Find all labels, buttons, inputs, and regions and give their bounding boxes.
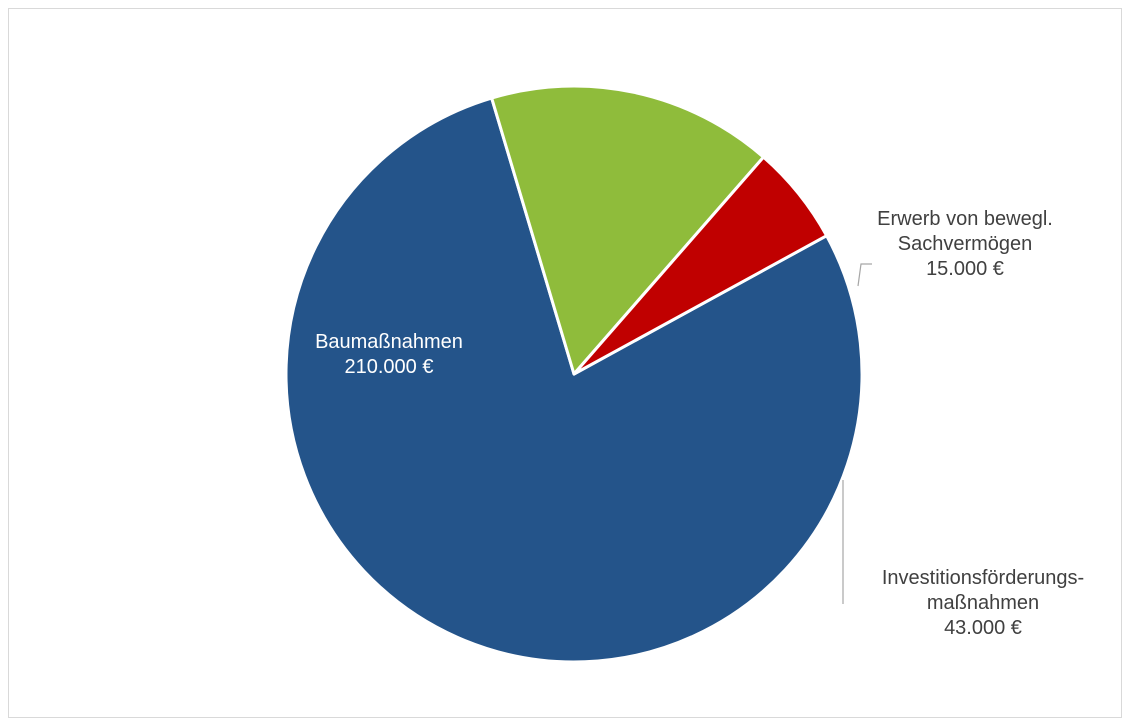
data-label-2-line-2: 15.000 € <box>926 258 1004 280</box>
data-label-1-line-0: Investitionsförderungs- <box>882 567 1084 589</box>
data-label-2-line-0: Erwerb von bewegl. <box>877 208 1053 230</box>
pie-slices <box>284 84 864 664</box>
leader-lines <box>842 263 872 604</box>
data-label-2: Erwerb von bewegl. Sachvermögen 15.000 € <box>877 208 1053 280</box>
data-label-0: Baumaßnahmen 210.000 € <box>315 331 463 378</box>
data-label-1-line-1: maßnahmen <box>927 592 1039 614</box>
data-label-1: Investitionsförderungs-maßnahmen 43.000 € <box>882 567 1084 639</box>
data-label-1-line-2: 43.000 € <box>944 617 1022 639</box>
pie-slice-erwerb-von-bewegl-sachvermögen <box>572 155 829 376</box>
pie-slice-baumaßnahmen <box>284 96 864 664</box>
data-label-0-line-1: 210.000 € <box>345 356 434 378</box>
pie-slice-investitionsförderungsmaßnahmen <box>490 84 766 376</box>
data-label-2-line-1: Sachvermögen <box>898 233 1033 255</box>
leader-line-2 <box>857 263 872 287</box>
data-labels: Baumaßnahmen 210.000 € Investitionsförderu… <box>315 208 1084 639</box>
data-label-0-line-0: Baumaßnahmen <box>315 331 463 353</box>
